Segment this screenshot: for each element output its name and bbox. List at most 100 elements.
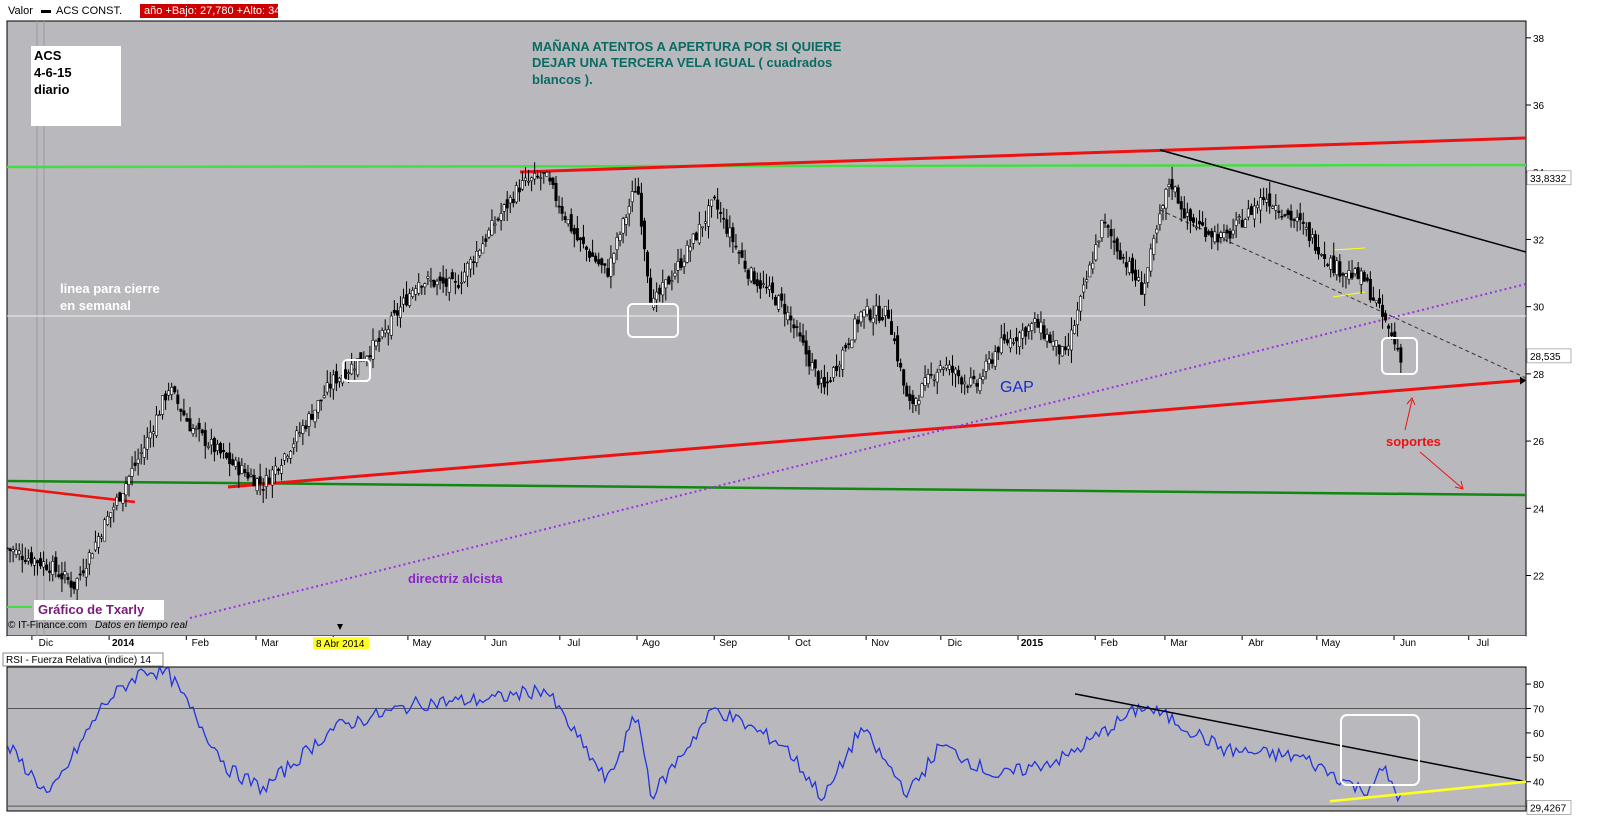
- rsi-last-tag-box: [1526, 800, 1572, 815]
- support-arrow-down: [1419, 451, 1463, 489]
- candle-body: [868, 309, 872, 321]
- candle-body: [1152, 237, 1156, 255]
- candle-body: [1161, 205, 1165, 209]
- candle-body: [1018, 332, 1022, 347]
- candle-body: [1213, 231, 1217, 243]
- time-tick-label: Nov: [871, 638, 889, 649]
- candle-body: [1317, 247, 1321, 255]
- candle-body: [1271, 206, 1275, 209]
- candle-body: [133, 462, 137, 466]
- price-tick-label: 30: [1533, 303, 1545, 314]
- candle-body: [1387, 325, 1391, 329]
- candle-body: [1146, 267, 1150, 283]
- candle-body: [1335, 260, 1339, 276]
- candle-body: [737, 251, 741, 254]
- candle-body: [536, 175, 540, 178]
- candle-body: [307, 413, 311, 427]
- candle-body: [206, 446, 210, 448]
- candle-body: [1063, 346, 1067, 351]
- candle-body: [151, 431, 155, 435]
- candle-body: [767, 285, 771, 290]
- highlight-box-june: [1381, 337, 1418, 375]
- candle-body: [35, 560, 39, 564]
- candle-body: [1109, 228, 1113, 237]
- supports-label: soportes: [1386, 434, 1441, 449]
- time-tick-label: Jul: [1476, 638, 1489, 649]
- candle-body: [1076, 309, 1080, 326]
- candle-body: [810, 362, 814, 371]
- candle-body: [697, 224, 701, 244]
- candle-body: [1069, 329, 1073, 351]
- candle-body: [459, 281, 463, 284]
- candle-body: [661, 282, 665, 296]
- candle-body: [392, 310, 396, 314]
- candle-body: [749, 267, 753, 282]
- candle-body: [417, 282, 421, 294]
- candle-body: [1374, 300, 1378, 304]
- time-tick-label: 2014: [112, 638, 135, 649]
- candle-body: [164, 393, 168, 401]
- rsi-tick-label: 50: [1533, 753, 1545, 764]
- candle-body: [838, 364, 842, 368]
- candle-body: [1259, 197, 1263, 211]
- candle-body: [1015, 337, 1019, 342]
- header-bar: [0, 0, 1600, 20]
- candle-body: [1362, 272, 1366, 282]
- candle-body: [1155, 228, 1159, 234]
- rsi-header: [0, 650, 1600, 666]
- candle-body: [597, 259, 601, 265]
- candle-body: [48, 570, 52, 573]
- candle-body: [899, 362, 903, 368]
- candle-body: [1384, 313, 1388, 321]
- candle-body: [240, 465, 244, 474]
- candle-body: [1307, 222, 1311, 241]
- candle-body: [908, 393, 912, 401]
- candle-body: [490, 220, 494, 236]
- candle-body: [200, 429, 204, 434]
- time-tick-label: Abr: [1248, 638, 1264, 649]
- candle-body: [347, 372, 351, 374]
- candle-body: [798, 332, 802, 337]
- candle-body: [103, 519, 107, 542]
- candle-body: [572, 228, 576, 235]
- candle-body: [1201, 222, 1205, 226]
- candle-body: [816, 371, 820, 386]
- candle-body: [963, 381, 967, 385]
- candle-body: [453, 281, 457, 283]
- candle-body: [267, 477, 271, 484]
- candle-body: [462, 271, 466, 283]
- candle-body: [606, 267, 610, 277]
- candle-body: [1060, 346, 1064, 357]
- headline-line-2: DEJAR UNA TERCERA VELA IGUAL ( cuadrados: [532, 55, 832, 70]
- candle-body: [670, 280, 674, 282]
- candle-body: [761, 283, 765, 286]
- black-downtrend-line: [1159, 149, 1526, 253]
- note-box-line-3: diario: [34, 82, 69, 97]
- candle-body: [591, 252, 595, 257]
- candle-body: [533, 173, 537, 180]
- candle-body: [475, 250, 479, 263]
- candle-body: [978, 378, 982, 391]
- candle-body: [75, 578, 79, 591]
- candle-body: [1310, 234, 1314, 239]
- candle-body: [499, 213, 503, 221]
- candle-body: [405, 294, 409, 306]
- candle-body: [1204, 227, 1208, 238]
- candle-body: [917, 400, 921, 405]
- candle-body: [426, 276, 430, 279]
- candle-body: [527, 180, 531, 183]
- highlight-box-april: [342, 359, 371, 382]
- candle-body: [832, 367, 836, 379]
- candle-body: [154, 414, 158, 437]
- candle-body: [612, 253, 616, 264]
- candle-body: [237, 461, 241, 476]
- candle-body: [1188, 209, 1192, 222]
- candle-body: [645, 251, 649, 277]
- candle-body: [792, 324, 796, 329]
- header-info: año +Bajo: 27,780 +Alto: 34,400: [144, 5, 302, 17]
- candle-body: [39, 558, 43, 567]
- candle-body: [1039, 321, 1043, 334]
- candle-body: [228, 452, 232, 465]
- candle-body: [310, 414, 314, 420]
- candle-body: [1094, 244, 1098, 261]
